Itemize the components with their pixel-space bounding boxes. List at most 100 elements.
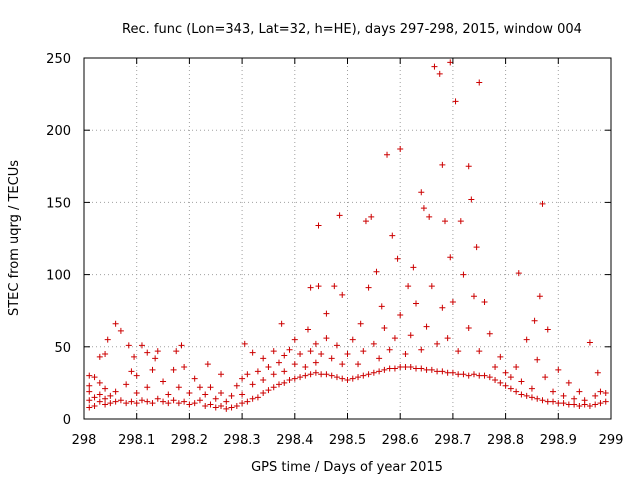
y-tick-label: 100 bbox=[46, 269, 71, 284]
data-point bbox=[586, 339, 593, 346]
x-tick-label: 298.6 bbox=[382, 433, 419, 448]
data-point bbox=[286, 377, 293, 384]
data-point bbox=[449, 369, 456, 376]
data-point bbox=[434, 368, 441, 375]
data-point bbox=[123, 381, 130, 388]
data-point bbox=[170, 366, 177, 373]
data-point bbox=[173, 348, 180, 355]
data-point bbox=[186, 401, 193, 408]
data-point bbox=[407, 332, 414, 339]
data-point bbox=[439, 368, 446, 375]
data-point bbox=[260, 390, 267, 397]
data-point bbox=[368, 213, 375, 220]
data-point bbox=[170, 397, 177, 404]
data-point bbox=[528, 385, 535, 392]
data-point bbox=[260, 355, 267, 362]
data-point bbox=[249, 349, 256, 356]
x-tick-label: 298.7 bbox=[434, 433, 471, 448]
data-point bbox=[413, 365, 420, 372]
data-point bbox=[291, 361, 298, 368]
x-tick-label: 298.9 bbox=[540, 433, 577, 448]
x-tick-labels: 298 298.1 298.2 298.3 298.4 298.5 298.6 298.7 29… bbox=[72, 433, 624, 448]
data-point bbox=[486, 374, 493, 381]
data-point bbox=[144, 384, 151, 391]
data-point bbox=[507, 374, 514, 381]
data-point bbox=[186, 390, 193, 397]
data-point bbox=[468, 196, 475, 203]
data-point bbox=[270, 371, 277, 378]
data-point bbox=[439, 304, 446, 311]
y-tick-label: 50 bbox=[54, 341, 71, 356]
data-point bbox=[555, 400, 562, 407]
x-tick-label: 298.3 bbox=[223, 433, 260, 448]
data-point bbox=[455, 371, 462, 378]
data-point bbox=[144, 349, 151, 356]
data-point bbox=[418, 346, 425, 353]
data-point bbox=[418, 189, 425, 196]
data-point bbox=[542, 374, 549, 381]
data-point bbox=[223, 398, 230, 405]
data-point bbox=[492, 364, 499, 371]
data-point bbox=[265, 387, 272, 394]
data-point bbox=[112, 320, 119, 327]
data-point bbox=[560, 392, 567, 399]
data-point bbox=[370, 340, 377, 347]
data-point bbox=[212, 395, 219, 402]
data-point bbox=[465, 325, 472, 332]
data-point bbox=[571, 395, 578, 402]
data-points bbox=[86, 59, 609, 412]
data-point bbox=[592, 401, 599, 408]
data-point bbox=[381, 325, 388, 332]
data-point bbox=[386, 346, 393, 353]
data-point bbox=[544, 326, 551, 333]
data-point bbox=[420, 205, 427, 212]
data-point bbox=[191, 400, 198, 407]
data-point bbox=[315, 222, 322, 229]
data-point bbox=[307, 371, 314, 378]
data-point bbox=[333, 374, 340, 381]
x-tick-label: 298.4 bbox=[276, 433, 313, 448]
data-point bbox=[270, 384, 277, 391]
data-point bbox=[218, 390, 225, 397]
y-tick-label: 0 bbox=[63, 413, 71, 428]
data-point bbox=[502, 369, 509, 376]
data-point bbox=[550, 398, 557, 405]
data-point bbox=[507, 385, 514, 392]
data-point bbox=[144, 398, 151, 405]
data-point bbox=[86, 382, 93, 389]
data-point bbox=[592, 392, 599, 399]
data-point bbox=[594, 369, 601, 376]
data-point bbox=[86, 404, 93, 411]
data-point bbox=[191, 375, 198, 382]
data-point bbox=[107, 400, 114, 407]
data-point bbox=[160, 398, 167, 405]
data-point bbox=[405, 283, 412, 290]
data-point bbox=[286, 346, 293, 353]
data-point bbox=[515, 270, 522, 277]
data-point bbox=[497, 379, 504, 386]
data-point bbox=[323, 310, 330, 317]
x-tick-label: 298 bbox=[72, 433, 97, 448]
data-point bbox=[397, 312, 404, 319]
data-point bbox=[244, 371, 251, 378]
data-point bbox=[96, 353, 103, 360]
data-point bbox=[149, 400, 156, 407]
data-point bbox=[539, 200, 546, 207]
data-point bbox=[476, 372, 483, 379]
data-point bbox=[254, 368, 261, 375]
data-point bbox=[391, 335, 398, 342]
x-axis-label: GPS time / Days of year 2015 bbox=[251, 460, 443, 475]
data-point bbox=[278, 320, 285, 327]
data-point bbox=[102, 385, 109, 392]
grid-lines bbox=[84, 58, 611, 419]
data-point bbox=[312, 340, 319, 347]
y-axis-label: STEC from uqrg / TECUs bbox=[7, 160, 22, 316]
data-point bbox=[349, 375, 356, 382]
data-point bbox=[307, 284, 314, 291]
data-point bbox=[534, 395, 541, 402]
data-point bbox=[91, 394, 98, 401]
data-point bbox=[291, 336, 298, 343]
data-point bbox=[528, 394, 535, 401]
data-point bbox=[565, 401, 572, 408]
data-point bbox=[233, 403, 240, 410]
